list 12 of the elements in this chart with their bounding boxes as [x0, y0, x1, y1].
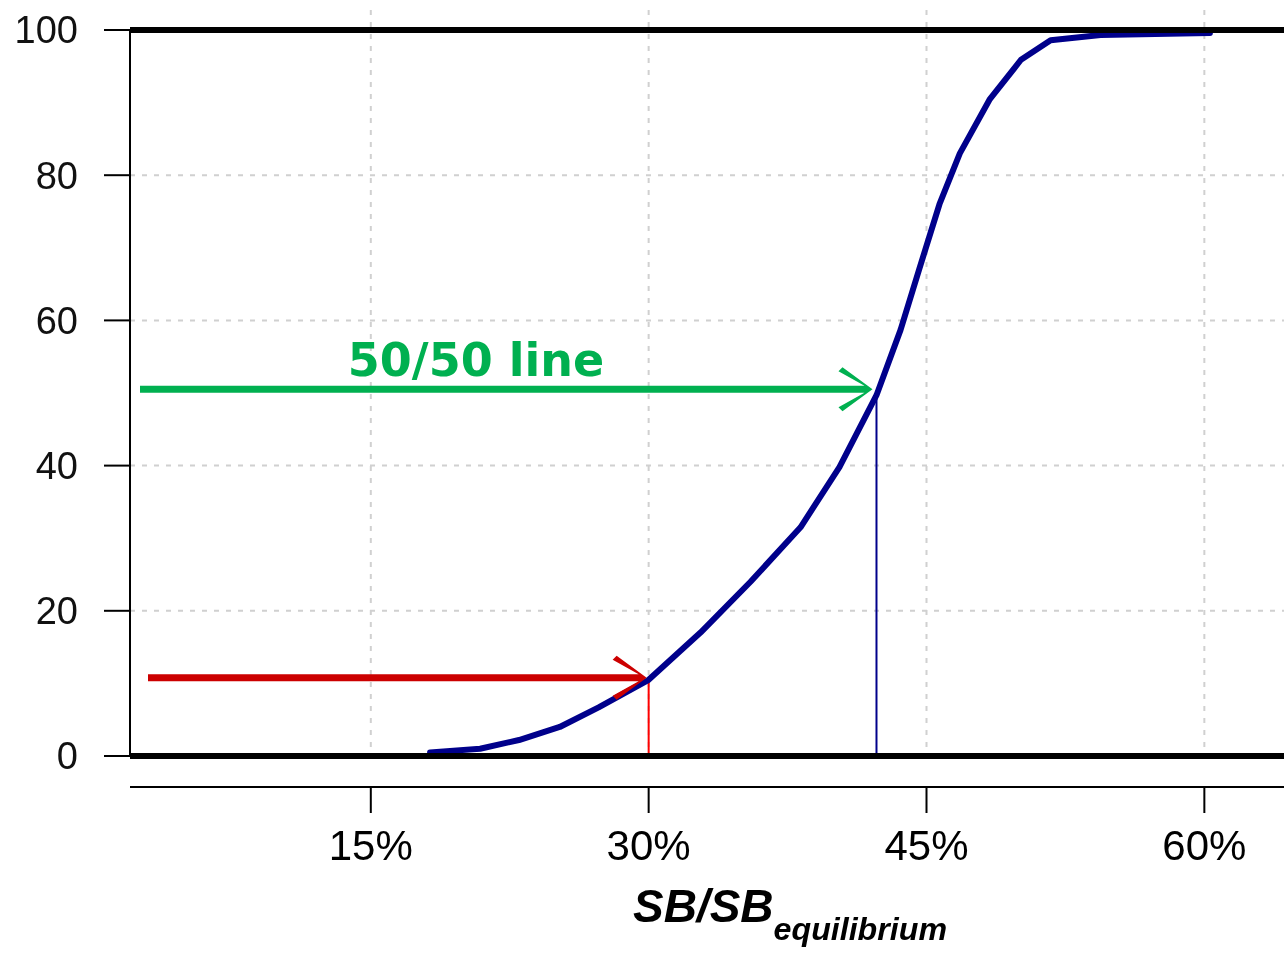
annotation: 50/50 line — [347, 333, 605, 387]
y-tick-label: 80 — [35, 154, 78, 197]
y-tick-label: 60 — [35, 299, 78, 342]
y-tick-label: 0 — [56, 735, 78, 778]
y-tick-label: 40 — [35, 444, 78, 487]
x-tick-label: 30% — [606, 822, 691, 869]
y-tick-label: 100 — [14, 9, 78, 52]
x-tick-label: 45% — [884, 822, 969, 869]
x-tick-label: 15% — [328, 822, 413, 869]
x-axis-title: SB/SB$_{equilibrium}$ — [632, 880, 948, 947]
x-tick-label: 60% — [1162, 822, 1247, 869]
y-tick-label: 20 — [35, 590, 78, 633]
